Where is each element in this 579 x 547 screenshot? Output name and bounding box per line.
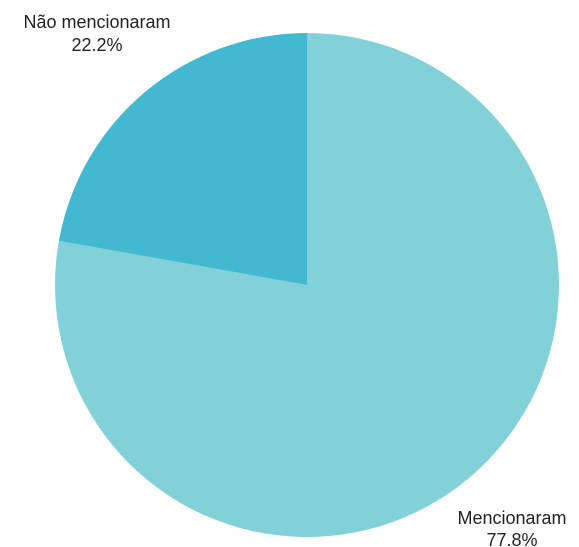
pie-slice-mencionaram [54, 33, 559, 537]
slice-percent-nao-mencionaram: 22.2% [71, 35, 122, 55]
slice-percent-mencionaram: 77.8% [486, 530, 537, 547]
slice-label-nao-mencionaram: Não mencionaram [23, 12, 170, 32]
pie-slices [54, 33, 559, 537]
pie-slice-nao-mencionaram [58, 33, 307, 285]
slice-label-mencionaram: Mencionaram [457, 508, 566, 528]
